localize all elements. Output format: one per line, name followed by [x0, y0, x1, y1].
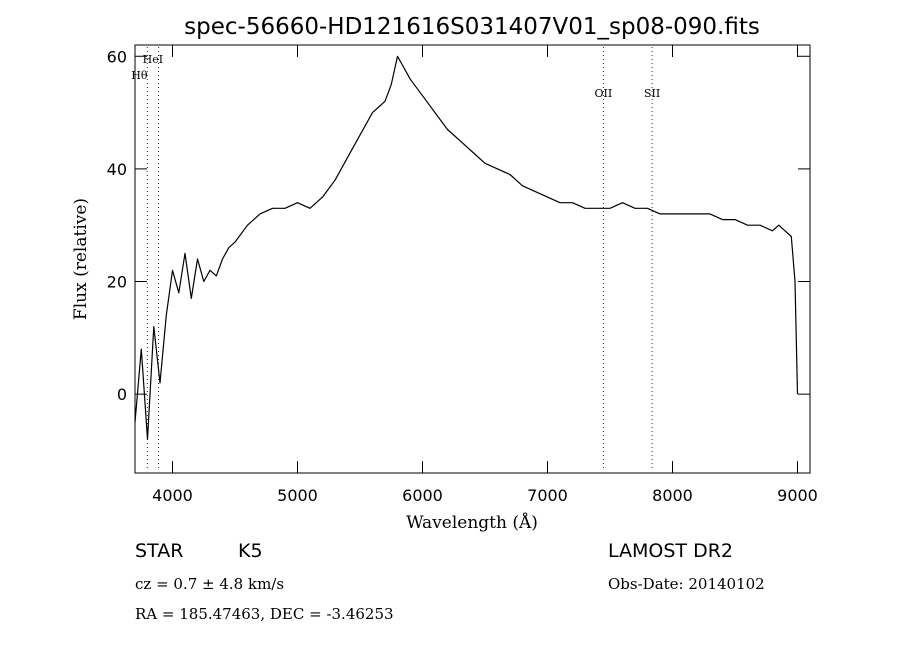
spectrum-line — [134, 55, 799, 440]
x-tick-label: 5000 — [277, 486, 318, 505]
coords-text: RA = 185.47463, DEC = -3.46253 — [135, 605, 394, 623]
x-tick-label: 6000 — [402, 486, 443, 505]
line-marker-label: HeI — [143, 53, 163, 66]
x-tick-label: 9000 — [777, 486, 818, 505]
y-tick-label: 20 — [107, 273, 127, 292]
obs-date-text: Obs-Date: 20140102 — [608, 575, 765, 593]
chart-title: spec-56660-HD121616S031407V01_sp08-090.f… — [184, 14, 760, 40]
y-tick-label: 60 — [107, 47, 127, 66]
y-tick-label: 0 — [117, 385, 127, 404]
y-tick-label: 40 — [107, 160, 127, 179]
x-axis-label: Wavelength (Å) — [406, 512, 538, 533]
annotation-layer: HeI Hθ OII SII — [131, 47, 660, 471]
line-marker-label: OII — [595, 87, 613, 100]
line-marker-label: SII — [644, 87, 660, 100]
series-layer — [134, 55, 799, 440]
cz-text: cz = 0.7 ± 4.8 km/s — [135, 575, 285, 593]
x-tick-label: 7000 — [527, 486, 568, 505]
survey-label: LAMOST DR2 — [608, 540, 733, 562]
x-tick-label: 4000 — [152, 486, 193, 505]
plot-frame — [134, 44, 811, 474]
class-label: STAR — [135, 540, 184, 562]
subclass-label: K5 — [238, 540, 263, 562]
y-axis-label: Flux (relative) — [71, 198, 91, 320]
tick-layer: 4000 5000 6000 7000 8000 9000 0 20 40 60 — [107, 45, 818, 505]
line-marker-label: Hθ — [131, 69, 148, 82]
x-tick-label: 8000 — [652, 486, 693, 505]
